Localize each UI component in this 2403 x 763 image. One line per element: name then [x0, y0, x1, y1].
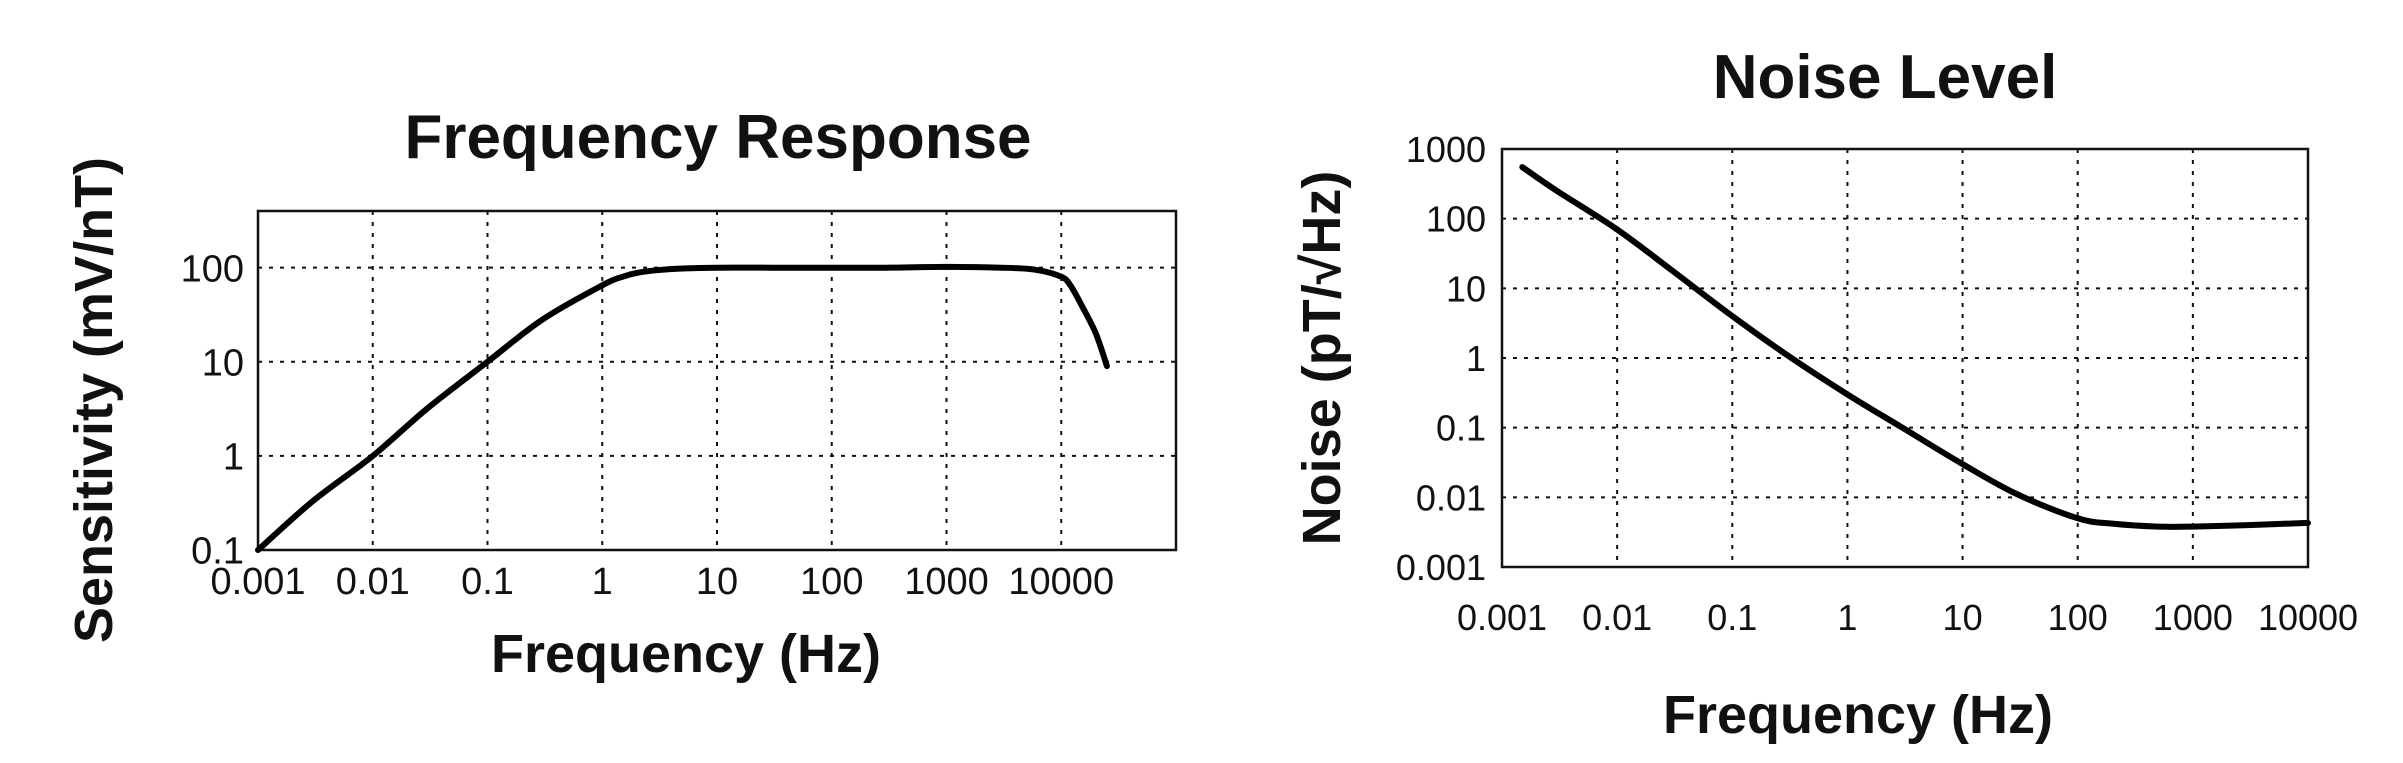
frequency-response-chart: Frequency Response Frequency (Hz) Sensit… [64, 103, 1178, 684]
y-tick-label: 1000 [1406, 129, 1486, 170]
y-tick-label: 0.1 [1436, 408, 1486, 449]
y-tick-label: 0.001 [1396, 547, 1486, 588]
x-tick-label: 1 [592, 561, 613, 603]
y-tick-label: 100 [181, 248, 244, 290]
series-line [1519, 164, 2311, 530]
y-tick-label: 10 [1446, 268, 1486, 309]
x-tick-label: 10 [696, 561, 738, 603]
x-tick-label: 1 [1837, 597, 1857, 638]
y-axis-label: Noise (pT/√Hz) [1292, 171, 1352, 546]
x-tick-label: 0.01 [336, 561, 410, 603]
x-tick-label: 0.001 [1457, 597, 1547, 638]
y-tick-label: 1 [223, 437, 244, 479]
y-tick-label: 100 [1426, 199, 1486, 240]
grid [258, 211, 1176, 550]
x-tick-label: 100 [2048, 597, 2108, 638]
x-tick-label: 0.001 [210, 561, 305, 603]
y-tick-label: 10 [202, 342, 244, 384]
x-tick-label: 0.1 [461, 561, 514, 603]
x-axis-label: Frequency (Hz) [1663, 685, 2053, 745]
x-tick-label: 0.01 [1582, 597, 1652, 638]
y-axis-label: Sensitivity (mV/nT) [64, 157, 124, 643]
y-tick-labels: 0.1 1 10 100 [181, 248, 244, 572]
plot-frame [1500, 147, 2310, 569]
chart-title: Noise Level [1713, 43, 2058, 112]
y-tick-label: 0.01 [1416, 477, 1486, 518]
x-tick-labels: 0.001 0.01 0.1 1 10 100 1000 10000 [1457, 597, 2358, 638]
x-tick-labels: 0.001 0.01 0.1 1 10 100 1000 10000 [210, 561, 1114, 603]
grid [1502, 149, 2308, 567]
chart-title: Frequency Response [404, 103, 1031, 172]
x-axis-label: Frequency (Hz) [491, 624, 881, 684]
x-tick-label: 10 [1943, 597, 1983, 638]
x-tick-label: 10000 [1008, 561, 1114, 603]
x-tick-label: 1000 [2153, 597, 2233, 638]
x-tick-label: 1000 [904, 561, 989, 603]
noise-level-chart: Noise Level Frequency (Hz) Noise (pT/√Hz… [1292, 43, 2358, 745]
y-tick-label: 1 [1466, 338, 1486, 379]
y-tick-labels: 0.001 0.01 0.1 1 10 100 1000 [1396, 129, 1486, 588]
x-tick-label: 0.1 [1707, 597, 1757, 638]
series-line [255, 263, 1110, 553]
series-layer [1519, 164, 2311, 530]
plot-frame [256, 209, 1178, 552]
x-tick-label: 10000 [2258, 597, 2358, 638]
series-layer [255, 263, 1110, 553]
y-tick-label: 0.1 [191, 531, 244, 573]
x-tick-label: 100 [800, 561, 863, 603]
